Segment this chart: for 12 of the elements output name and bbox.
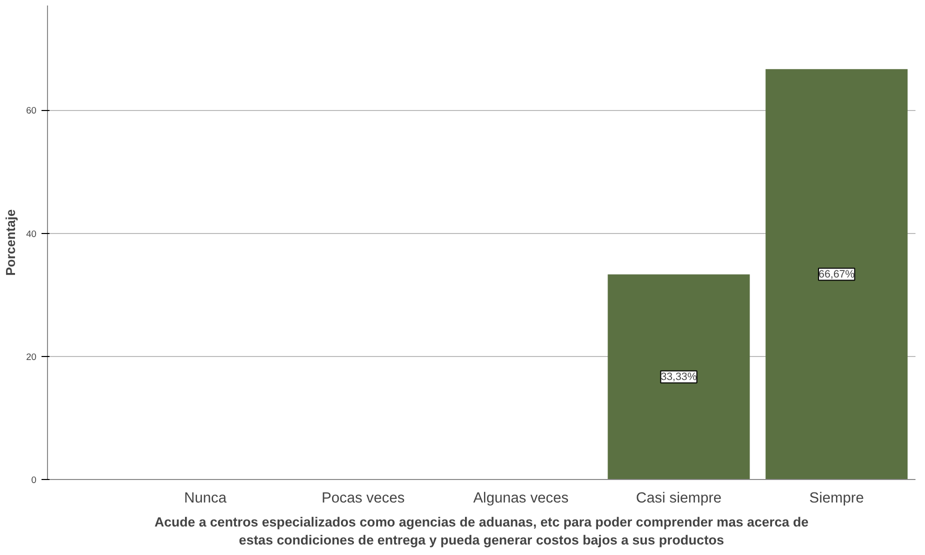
y-tick-label: 0 bbox=[31, 475, 37, 485]
x-tick-label: Casi siempre bbox=[636, 490, 722, 506]
data-label: 33,33% bbox=[660, 370, 698, 383]
y-axis-title: Porcentaje bbox=[3, 209, 18, 276]
y-tick-label: 40 bbox=[26, 228, 37, 239]
x-tick-label: Pocas veces bbox=[322, 490, 405, 506]
x-tick-label: Nunca bbox=[184, 490, 228, 506]
y-tick-label: 60 bbox=[26, 106, 37, 116]
x-tick-label: Algunas veces bbox=[473, 490, 569, 506]
x-tick-label: Siempre bbox=[809, 490, 864, 506]
y-tick-label: 20 bbox=[26, 352, 37, 362]
x-axis-title: Acude a centros especializados como agencias de aduanas, etc para poder comprender mas acerca de estas condiciones de entrega y pueda generar costos bajos a sus productos bbox=[154, 514, 809, 548]
